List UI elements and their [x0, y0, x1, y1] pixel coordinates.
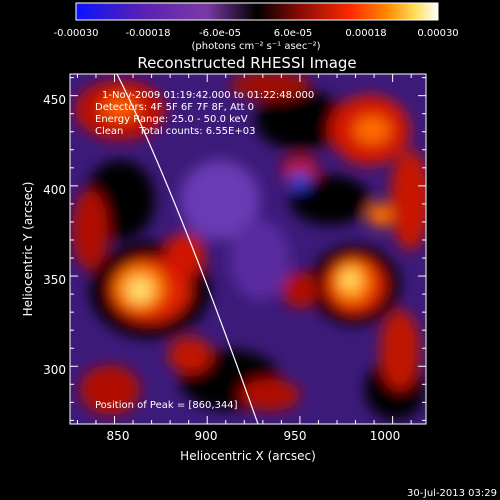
- plot-frame: [69, 73, 427, 425]
- x-axis-label: Heliocentric X (arcsec): [180, 449, 316, 463]
- y-tick-label-1: 350: [43, 273, 66, 287]
- info-energy: Energy Range: 25.0 - 50.0 keV: [95, 114, 248, 125]
- peak-position-label: Position of Peak = [860,344]: [95, 400, 238, 411]
- colorbar: [75, 2, 439, 21]
- info-detectors: Detectors: 4F 5F 6F 7F 8F, Att 0: [95, 102, 254, 113]
- rhessi-image: [70, 74, 426, 424]
- x-tick-label-2: 950: [284, 429, 307, 443]
- x-tick-label-1: 900: [195, 429, 218, 443]
- colorbar-tick-0: -0.00030: [54, 28, 99, 39]
- colorbar-tick-3: 6.0e-05: [274, 28, 312, 39]
- y-tick-label-3: 450: [43, 93, 66, 107]
- y-tick-label-0: 300: [43, 363, 66, 377]
- colorbar-units: (photons cm⁻² s⁻¹ asec⁻²): [191, 41, 320, 52]
- x-tick-label-3: 1000: [370, 429, 401, 443]
- y-axis-label: Heliocentric Y (arcsec): [21, 182, 35, 317]
- colorbar-tick-2: -6.0e-05: [199, 28, 241, 39]
- colorbar-tick-5: 0.00030: [417, 28, 458, 39]
- y-tick-label-2: 400: [43, 183, 66, 197]
- footer-timestamp: 30-Jul-2013 03:29: [407, 488, 497, 499]
- info-clean: Clean Total counts: 6.55E+03: [95, 126, 255, 137]
- plot-title: Reconstructed RHESSI Image: [137, 54, 356, 72]
- x-tick-label-0: 850: [107, 429, 130, 443]
- solar-limb-line: [116, 74, 259, 424]
- axis-ticks: [70, 74, 426, 424]
- emission-map: [72, 74, 426, 420]
- info-time: 1-Nov-2009 01:19:42.000 to 01:22:48.000: [102, 90, 314, 101]
- colorbar-tick-4: 0.00018: [345, 28, 386, 39]
- colorbar-tick-1: -0.00018: [126, 28, 171, 39]
